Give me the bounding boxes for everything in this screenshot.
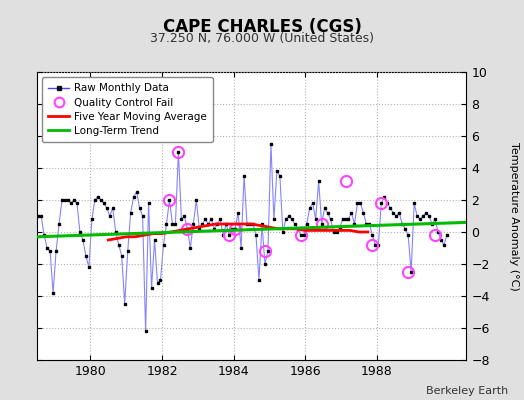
Text: Berkeley Earth: Berkeley Earth [426, 386, 508, 396]
Y-axis label: Temperature Anomaly (°C): Temperature Anomaly (°C) [509, 142, 519, 290]
Text: CAPE CHARLES (CGS): CAPE CHARLES (CGS) [162, 18, 362, 36]
Legend: Raw Monthly Data, Quality Control Fail, Five Year Moving Average, Long-Term Tren: Raw Monthly Data, Quality Control Fail, … [42, 77, 213, 142]
Text: 37.250 N, 76.000 W (United States): 37.250 N, 76.000 W (United States) [150, 32, 374, 45]
